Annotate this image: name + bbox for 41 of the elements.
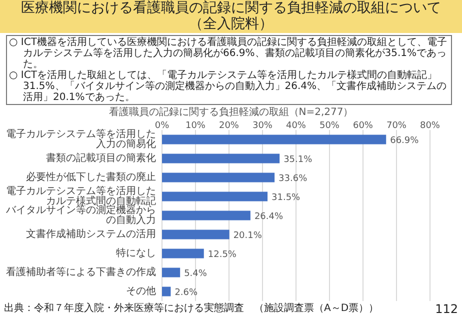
x-tick-label: 60% [352, 121, 374, 131]
bar [162, 286, 171, 296]
chart-subtitle: 看護職員の記録に関する負担軽減の取組（N=2,277） [108, 107, 354, 119]
x-tick-label: 50% [319, 121, 340, 131]
x-tick-label: 20% [218, 121, 240, 131]
bar [162, 154, 280, 164]
text: ○ ICT機器を活用している医療機関における看護職員の記録に関する負担軽減の取組として、電子カルテシステム等を活用した入力の簡易化が66.9%、書類の記載項目の簡素化が35.1%であった。 [9, 37, 448, 70]
y-tick-label: 文書作成補助システムの活用 [25, 228, 156, 242]
x-tick-label: 80% [420, 121, 440, 131]
data-label: 31.5% [272, 193, 301, 203]
data-label: 20.1% [233, 231, 262, 241]
y-tick-label: 書類の記載項目の簡素化 [45, 152, 156, 166]
data-label: 2.6% [174, 288, 198, 298]
y-tick-label: 特になし [115, 246, 156, 261]
text: ○ ICTを活用した取組としては、「電子カルテシステム等を活用したカルテ様式間の自動転記」31.5%、「バイタルサイン等の測定機器からの自動入力」26.4%、「文書作成補助システムの活用」20.1%であった。 [9, 70, 448, 103]
data-label: 33.6% [278, 174, 308, 184]
x-tick-label: 70% [386, 121, 407, 131]
bar [162, 134, 386, 144]
bar [162, 230, 230, 240]
y-tick-label: その他 [125, 284, 156, 299]
x-tick-label: 40% [286, 121, 306, 131]
bar [162, 192, 268, 202]
text: 112 [435, 302, 458, 316]
y-tick-label: 電子カルテシステム等を活用した入力の簡易化 [5, 128, 156, 150]
x-tick-label: 10% [185, 121, 206, 131]
y-tick-label: 電子カルテシステム等を活用したカルテ様式間の自動転記 [5, 186, 156, 206]
x-tick-label: 30% [252, 121, 273, 131]
data-label: 66.9% [390, 136, 420, 146]
bar [162, 210, 250, 220]
source-note: 出典：令和７年度入院・外来医療等における実態調査 （施設調査票（A～D票）） [4, 303, 379, 315]
bar [162, 268, 180, 278]
data-label: 5.4% [184, 269, 208, 279]
data-label: 26.4% [254, 212, 284, 222]
data-label: 12.5% [208, 250, 237, 260]
y-tick-label: 必要性が低下した書類の廃止 [25, 170, 156, 185]
bar [162, 172, 275, 182]
x-tick-label: 0% [154, 121, 170, 131]
data-label: 35.1% [284, 155, 313, 165]
y-tick-label: 看護補助者等による下書きの作成 [5, 266, 156, 280]
bar [162, 248, 204, 258]
y-tick-label: バイタルサイン等の測定機器からの自動入力 [5, 204, 156, 226]
